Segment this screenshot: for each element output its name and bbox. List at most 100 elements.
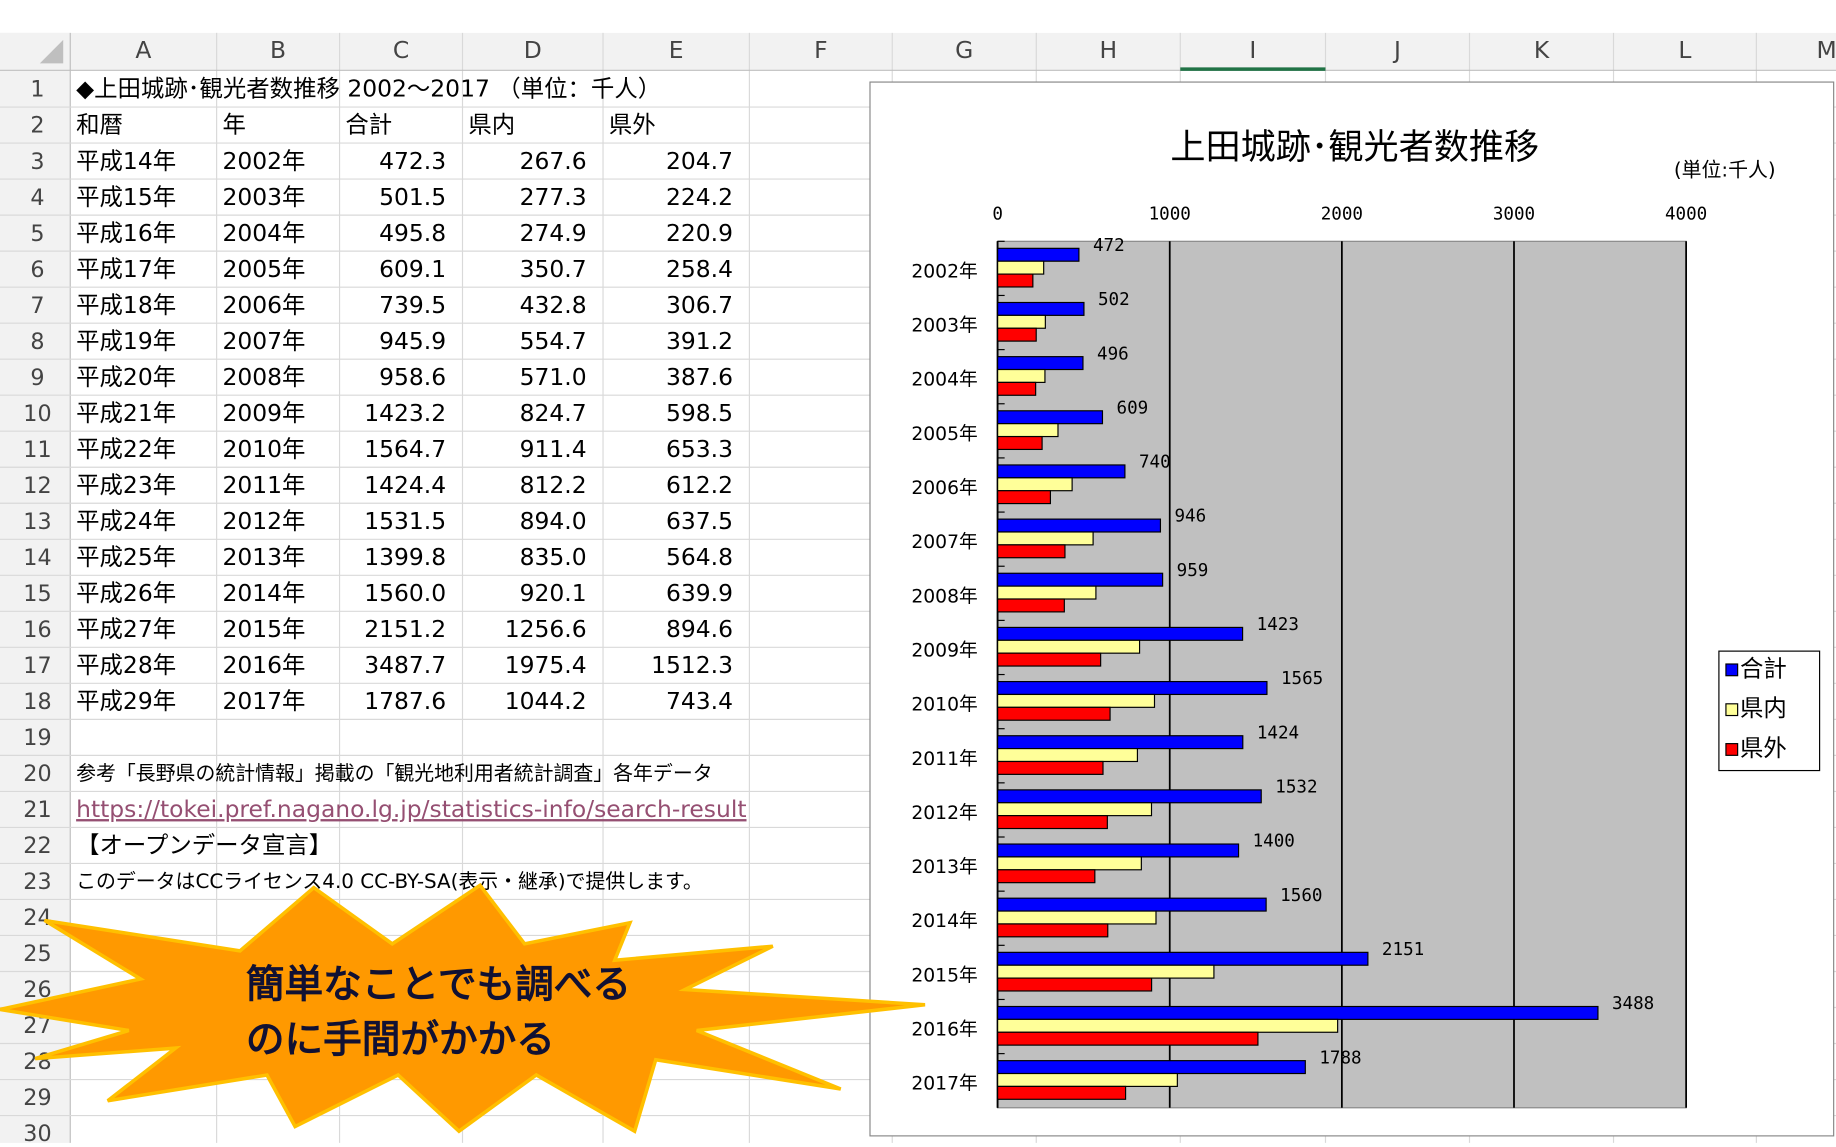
- bar: [998, 1074, 1178, 1087]
- cell-text: 1423.2: [364, 399, 446, 427]
- y-tick-label: 2010年: [911, 695, 977, 716]
- data-label: 3488: [1612, 994, 1654, 1014]
- cell-text: 平成21年: [76, 399, 176, 427]
- row-header: 24: [23, 905, 51, 931]
- cell-text: 3487.7: [364, 651, 446, 679]
- cell-text: 参考「長野県の統計情報」掲載の「観光地利用者統計調査」各年データ: [76, 762, 713, 785]
- x-tick-label: 1000: [1149, 204, 1191, 224]
- cell-text: 391.2: [666, 327, 733, 355]
- cell-text: 1787.6: [364, 687, 446, 715]
- cell-text: 平成16年: [76, 219, 176, 247]
- row-header: 21: [23, 797, 51, 823]
- cell-text: 958.6: [379, 363, 446, 391]
- data-label: 740: [1139, 453, 1171, 473]
- bar: [998, 586, 1096, 599]
- data-label: 946: [1174, 507, 1206, 527]
- legend-swatch: [1726, 664, 1738, 676]
- cell-text: 2151.2: [364, 615, 446, 643]
- data-label: 1788: [1319, 1048, 1361, 1068]
- data-label: 1400: [1253, 832, 1295, 852]
- cell-text: 平成14年: [76, 147, 176, 175]
- chart-subtitle: (単位:千人): [1674, 159, 1776, 182]
- bar: [998, 519, 1161, 532]
- data-label: 502: [1098, 290, 1130, 310]
- bar: [998, 965, 1214, 978]
- row-header: 4: [30, 185, 44, 211]
- cell-text: 合計: [345, 111, 392, 139]
- cell-text: 平成19年: [76, 327, 176, 355]
- y-tick-label: 2012年: [911, 803, 977, 824]
- legend-label: 県内: [1740, 694, 1787, 722]
- cell-text: 824.7: [520, 399, 587, 427]
- chart-title: 上田城跡･観光者数推移: [1170, 127, 1539, 168]
- cell-text: 2007年: [222, 327, 305, 355]
- cell-text: 平成15年: [76, 183, 176, 211]
- cell-text: 277.3: [520, 183, 587, 211]
- bar: [998, 424, 1058, 437]
- y-tick-label: 2016年: [911, 1020, 977, 1041]
- bar: [998, 911, 1156, 924]
- bar: [998, 302, 1084, 315]
- bar: [998, 844, 1239, 857]
- row-header: 16: [23, 617, 51, 643]
- row-header: 8: [30, 329, 44, 355]
- cell-text: 2009年: [222, 399, 305, 427]
- column-header: H: [1099, 36, 1117, 64]
- bar: [998, 1006, 1598, 1019]
- data-label: 472: [1093, 236, 1125, 256]
- cell-text: 2012年: [222, 507, 305, 535]
- bar: [998, 478, 1072, 491]
- cell-text: 267.6: [520, 147, 587, 175]
- cell-text: 1512.3: [651, 651, 733, 679]
- bar: [998, 411, 1103, 424]
- row-header: 12: [23, 473, 51, 499]
- cell-text: 【オープンデータ宣言】: [76, 831, 332, 859]
- bar: [998, 437, 1042, 450]
- bar: [998, 694, 1155, 707]
- cell-text: 387.6: [666, 363, 733, 391]
- bar: [998, 382, 1036, 395]
- y-tick-label: 2013年: [911, 857, 977, 878]
- cell-text: 和暦: [76, 111, 123, 139]
- cell-text: 835.0: [520, 543, 587, 571]
- cell-text: 739.5: [379, 291, 446, 319]
- cell-text: 県内: [468, 111, 515, 139]
- y-tick-label: 2007年: [911, 532, 977, 553]
- bar: [998, 1086, 1126, 1099]
- y-tick-label: 2014年: [911, 911, 977, 932]
- column-header: B: [270, 36, 286, 64]
- column-header: L: [1678, 36, 1691, 64]
- legend-swatch: [1726, 744, 1738, 756]
- cell-text: 2017年: [222, 687, 305, 715]
- cell-text: このデータはCCライセンス4.0 CC-BY-SA(表示・継承)で提供します。: [76, 870, 703, 893]
- hyperlink[interactable]: https://tokei.pref.nagano.lg.jp/statisti…: [76, 795, 746, 823]
- cell-text: 598.5: [666, 399, 733, 427]
- column-header: F: [814, 36, 827, 64]
- legend-label: 合計: [1740, 654, 1787, 682]
- cell-text: 743.4: [666, 687, 733, 715]
- row-header: 9: [30, 365, 44, 391]
- data-label: 496: [1097, 344, 1129, 364]
- row-header: 11: [23, 437, 51, 463]
- cell-text: 2004年: [222, 219, 305, 247]
- column-header: J: [1392, 36, 1401, 64]
- column-header: K: [1534, 36, 1550, 64]
- y-tick-label: 2015年: [911, 965, 977, 986]
- cell-text: 1424.4: [364, 471, 446, 499]
- bar: [998, 328, 1037, 341]
- row-header: 20: [23, 761, 51, 787]
- bar: [998, 898, 1267, 911]
- cell-text: 1531.5: [364, 507, 446, 535]
- bar: [998, 315, 1046, 328]
- cell-text: 1399.8: [364, 543, 446, 571]
- cell-text: 2010年: [222, 435, 305, 463]
- data-label: 1565: [1281, 669, 1323, 689]
- cell-text: 432.8: [520, 291, 587, 319]
- cell-text: 204.7: [666, 147, 733, 175]
- cell-text: 812.2: [520, 471, 587, 499]
- bar: [998, 370, 1045, 383]
- cell-text: 1256.6: [505, 615, 587, 643]
- cell-text: 2015年: [222, 615, 305, 643]
- cell-text: 894.6: [666, 615, 733, 643]
- bar: [998, 736, 1243, 749]
